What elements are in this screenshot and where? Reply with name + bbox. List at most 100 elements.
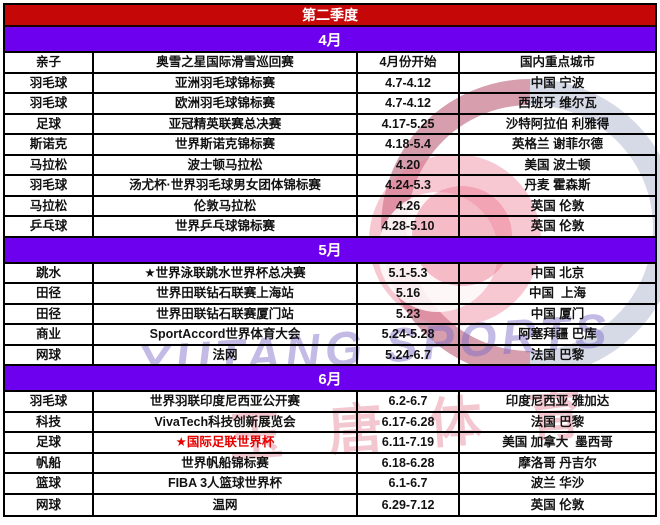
date-text: 4.20	[395, 157, 421, 172]
event-cell: 欧洲羽毛球锦标赛	[94, 94, 358, 113]
date-cell: 4.18-5.4	[358, 135, 460, 154]
event-cell: 汤尤杯·世界羽毛球男女团体锦标赛	[94, 176, 358, 195]
location-text: 美国 加拿大 墨西哥	[502, 435, 613, 449]
sport-text: 羽毛球	[29, 394, 68, 408]
sport-text: 跳水	[35, 265, 61, 280]
date-cell: 4.17-5.25	[358, 114, 460, 133]
table-row: 网球 法网 5.24-6.7 法国 巴黎	[5, 345, 655, 366]
date-text: 5.24-6.7	[385, 347, 431, 362]
location-cell: 法国 巴黎	[460, 413, 655, 432]
location-text: 印度尼西亚 雅加达	[505, 394, 610, 408]
table-row: 田径 世界田联钻石联赛上海站 5.16 中国 上海	[5, 284, 655, 305]
location-text: 西班牙 维尔瓦	[518, 96, 597, 110]
date-cell: 4.28-5.10	[358, 217, 460, 236]
table-row: 跳水 ★世界泳联跳水世界杯总决赛 5.1-5.3 中国 北京	[5, 263, 655, 284]
month-label: 5月	[318, 242, 342, 259]
sport-text: 足球	[35, 435, 61, 449]
sport-cell: 田径	[5, 304, 94, 323]
table-row: 商业 SportAccord世界体育大会 5.24-5.28 阿塞拜疆 巴库	[5, 325, 655, 346]
date-text: 4.18-5.4	[385, 137, 431, 151]
sport-cell: 帆船	[5, 453, 94, 472]
date-cell: 6.11-7.19	[358, 433, 460, 452]
location-cell: 丹麦 霍森斯	[460, 176, 655, 195]
sport-cell: 田径	[5, 284, 94, 303]
table-row: 羽毛球 世界羽联印度尼西亚公开赛 6.2-6.7 印度尼西亚 雅加达	[5, 392, 655, 413]
table-row: 羽毛球 欧洲羽毛球锦标赛 4.7-4.12 西班牙 维尔瓦	[5, 94, 655, 115]
date-text: 6.1-6.7	[388, 476, 428, 490]
date-text: 5.24-5.28	[381, 327, 435, 341]
sport-text: 网球	[35, 497, 61, 512]
table-row: 科技 VivaTech科技创新展览会 6.17-6.28 法国 巴黎	[5, 412, 655, 433]
date-text: 4.26	[395, 198, 421, 213]
date-text: 6.11-7.19	[381, 435, 435, 449]
location-text: 英国 伦敦	[530, 219, 585, 233]
event-cell: 世界田联钻石联赛上海站	[94, 284, 358, 303]
location-cell: 美国 加拿大 墨西哥	[460, 433, 655, 452]
event-cell: 波士顿马拉松	[94, 155, 358, 174]
event-text: 奥雪之星国际滑雪巡回赛	[156, 55, 294, 69]
location-text: 英格兰 谢菲尔德	[512, 137, 603, 151]
location-text: 摩洛哥 丹吉尔	[518, 455, 597, 470]
sport-text: 羽毛球	[29, 178, 68, 192]
location-text: 法国 巴黎	[530, 414, 585, 429]
date-cell: 5.23	[358, 304, 460, 323]
event-text: FIBA 3人篮球世界杯	[167, 476, 283, 490]
table-row: 马拉松 波士顿马拉松 4.20 美国 波士顿	[5, 155, 655, 176]
sport-cell: 羽毛球	[5, 392, 94, 411]
month-band: 5月	[5, 237, 655, 264]
event-text: 汤尤杯·世界羽毛球男女团体锦标赛	[129, 178, 321, 192]
sport-text: 斯诺克	[29, 137, 68, 151]
location-cell: 美国 波士顿	[460, 156, 655, 175]
location-cell: 西班牙 维尔瓦	[460, 94, 655, 113]
location-cell: 中国 宁波	[460, 74, 655, 93]
date-cell: 6.29-7.12	[358, 494, 460, 515]
location-cell: 英国 伦敦	[460, 495, 655, 516]
date-text: 4.28-5.10	[381, 219, 435, 233]
sport-text: 马拉松	[29, 157, 68, 172]
event-cell: 世界斯诺克锦标赛	[94, 135, 358, 154]
sport-text: 帆船	[35, 455, 61, 470]
location-text: 英国 伦敦	[530, 497, 585, 512]
sport-text: 田径	[35, 286, 61, 300]
date-cell: 6.1-6.7	[358, 474, 460, 493]
sport-cell: 马拉松	[5, 155, 94, 174]
table-row: 网球 温网 6.29-7.12 英国 伦敦	[5, 494, 655, 516]
date-cell: 4.26	[358, 196, 460, 215]
event-text: 世界田联钻石联赛上海站	[156, 286, 294, 300]
event-cell: VivaTech科技创新展览会	[94, 412, 358, 431]
location-cell: 印度尼西亚 雅加达	[460, 392, 655, 411]
date-text: 4.24-5.3	[385, 178, 431, 192]
date-cell: 6.2-6.7	[358, 392, 460, 411]
month-band: 4月	[5, 27, 655, 53]
sport-cell: 科技	[5, 412, 94, 431]
location-cell: 沙特阿拉伯 利雅得	[460, 115, 655, 134]
sport-text: 田径	[35, 306, 61, 321]
table-row: 篮球 FIBA 3人篮球世界杯 6.1-6.7 波兰 华沙	[5, 474, 655, 495]
table-row: 足球 亚冠精英联赛总决赛 4.17-5.25 沙特阿拉伯 利雅得	[5, 114, 655, 135]
sport-text: 篮球	[35, 476, 61, 490]
quarter-title-band: 第二季度	[5, 5, 655, 27]
sport-cell: 商业	[5, 325, 94, 344]
date-cell: 5.24-6.7	[358, 345, 460, 364]
event-cell: FIBA 3人篮球世界杯	[94, 474, 358, 493]
table-row: 羽毛球 亚洲羽毛球锦标赛 4.7-4.12 中国 宁波	[5, 73, 655, 94]
event-text: SportAccord世界体育大会	[149, 327, 301, 341]
location-text: 美国 波士顿	[524, 157, 591, 172]
quarter-title: 第二季度	[302, 7, 358, 23]
date-cell: 4.20	[358, 155, 460, 174]
sport-cell: 斯诺克	[5, 135, 94, 154]
table-row: 羽毛球 汤尤杯·世界羽毛球男女团体锦标赛 4.24-5.3 丹麦 霍森斯	[5, 176, 655, 197]
sport-text: 马拉松	[29, 198, 68, 213]
sport-cell: 羽毛球	[5, 94, 94, 113]
date-text: 5.16	[395, 286, 421, 300]
date-text: 6.2-6.7	[388, 394, 428, 408]
sport-text: 羽毛球	[29, 96, 68, 110]
sport-cell: 跳水	[5, 263, 94, 282]
month-band: 6月	[5, 366, 655, 392]
event-cell: 法网	[94, 345, 358, 364]
sport-cell: 羽毛球	[5, 176, 94, 195]
date-text: 5.23	[395, 306, 421, 321]
location-text: 中国 北京	[530, 265, 585, 280]
event-cell: 世界田联钻石联赛厦门站	[94, 304, 358, 323]
